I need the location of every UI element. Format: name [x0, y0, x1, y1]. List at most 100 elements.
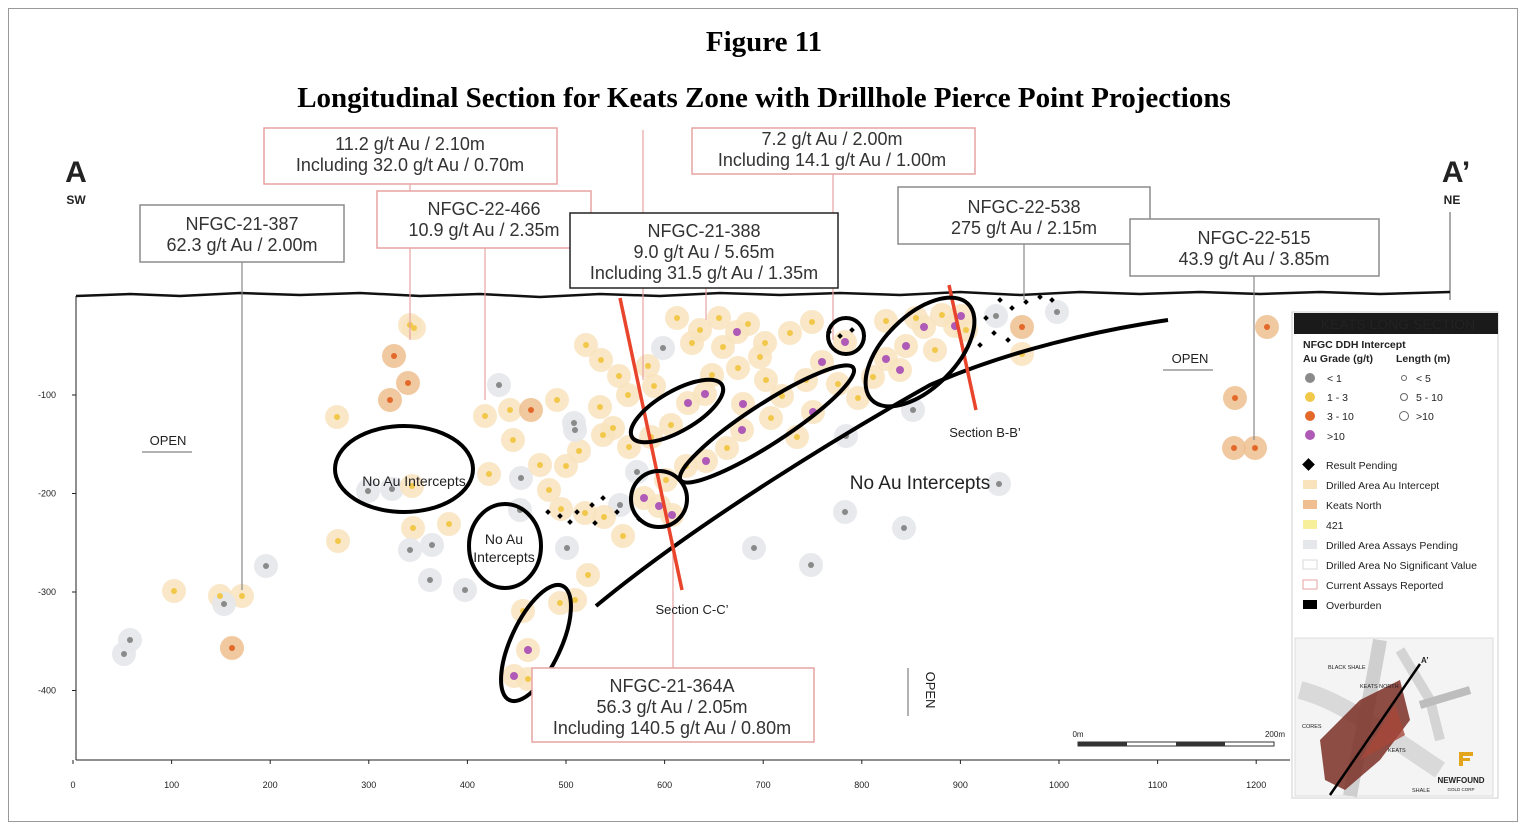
end-letter-left: A	[65, 156, 87, 189]
legend-fill-swatch	[1303, 540, 1317, 549]
y-tick-label: -200	[38, 489, 56, 499]
legend-subtitle: NFGC DDH Intercept	[1303, 339, 1406, 351]
pierce-point	[598, 357, 604, 363]
legend-grade-header: Au Grade (g/t)	[1303, 353, 1373, 365]
overburden-surface-line	[75, 290, 1451, 299]
pierce-point	[768, 415, 774, 421]
y-tick-label: -100	[38, 390, 56, 400]
pierce-point-halos	[112, 300, 1279, 691]
result-pending-marker	[545, 509, 551, 515]
pierce-point	[993, 313, 999, 319]
pierce-point	[668, 422, 674, 428]
callout-line: Including 14.1 g/t Au / 1.00m	[718, 150, 946, 170]
open-label-down: OPEN	[923, 672, 938, 709]
callout-line: 62.3 g/t Au / 2.00m	[166, 235, 317, 255]
pierce-point	[883, 318, 889, 324]
callout-box: NFGC-21-364A 56.3 g/t Au / 2.05m Includi…	[531, 667, 815, 743]
result-pending-marker	[991, 330, 997, 336]
result-pending-marker	[567, 519, 573, 525]
pierce-point	[724, 445, 730, 451]
pierce-point	[528, 407, 534, 413]
pierce-point	[597, 404, 603, 410]
callout-line: 275 g/t Au / 2.15m	[951, 218, 1097, 238]
pierce-point	[564, 545, 570, 551]
no-au-label-2a: No Au	[485, 531, 523, 547]
pierce-point	[221, 601, 227, 607]
pierce-point	[601, 514, 607, 520]
pierce-point	[957, 312, 965, 320]
legend-grade-label: 3 - 10	[1327, 411, 1354, 423]
pierce-point	[582, 510, 588, 516]
end-letter-right: A’	[1442, 156, 1470, 189]
pierce-point	[902, 342, 910, 350]
x-tick-label: 600	[657, 780, 672, 790]
pierce-point	[1054, 309, 1060, 315]
legend-grade-label: >10	[1327, 431, 1345, 443]
end-direction-left: SW	[66, 193, 86, 207]
figure-subtitle: Longitudinal Section for Keats Zone with…	[297, 82, 1231, 114]
legend-item-label: Drilled Area Assays Pending	[1326, 540, 1458, 552]
legend-grade-swatch	[1305, 392, 1315, 402]
pierce-point	[763, 377, 769, 383]
pierce-point	[410, 525, 416, 531]
pierce-point	[910, 407, 916, 413]
legend-grade-label: 1 - 3	[1327, 392, 1348, 404]
callout-line: 43.9 g/t Au / 3.85m	[1178, 249, 1329, 269]
logo-text: NEWFOUND	[1437, 776, 1484, 785]
pierce-point	[482, 413, 488, 419]
pierce-point	[701, 390, 709, 398]
pierce-point	[920, 323, 928, 331]
x-tick-label: 500	[558, 780, 573, 790]
no-au-ellipse-1	[333, 424, 475, 514]
pierce-point	[518, 475, 524, 481]
inset-label: CORES	[1302, 724, 1322, 730]
x-tick-label: 100	[164, 780, 179, 790]
pierce-point	[572, 597, 578, 603]
pierce-point	[939, 312, 945, 318]
x-tick-label: 700	[756, 780, 771, 790]
legend-length-label: 5 - 10	[1416, 392, 1443, 404]
legend-grade-swatch	[1305, 373, 1315, 383]
pierce-point	[697, 327, 703, 333]
callout-box: NFGC-22-515 43.9 g/t Au / 3.85m	[1129, 218, 1380, 277]
y-tick-group: -100 -200 -300 -400	[38, 390, 76, 696]
callout-line: 10.9 g/t Au / 2.35m	[408, 220, 559, 240]
pierce-point	[640, 494, 648, 502]
legend-outline-swatch	[1302, 579, 1318, 590]
pierce-point	[427, 577, 433, 583]
legend-fill-swatch	[1303, 500, 1317, 509]
pierce-point	[996, 481, 1002, 487]
callout-line: Including 31.5 g/t Au / 1.35m	[590, 263, 818, 283]
pierce-point	[645, 363, 651, 369]
legend-length-swatch	[1400, 393, 1408, 401]
result-pending-marker	[1049, 297, 1055, 303]
pierce-point	[870, 374, 876, 380]
legend-length-header: Length (m)	[1396, 353, 1450, 365]
shoot-ellipse-4	[677, 363, 857, 485]
pierce-point	[239, 593, 245, 599]
pierce-point	[1232, 395, 1238, 401]
open-label-left: OPEN	[150, 433, 187, 448]
callout-box: NFGC-21-387 62.3 g/t Au / 2.00m	[139, 204, 345, 263]
scale-bar: 0m 200m	[1072, 730, 1285, 747]
x-tick-label: 300	[361, 780, 376, 790]
callout-line: 11.2 g/t Au / 2.10m	[335, 134, 485, 154]
result-pending-marker	[997, 297, 1003, 303]
pierce-point	[496, 382, 502, 388]
pierce-point	[1252, 445, 1258, 451]
callout-box: NFGC-21-388 9.0 g/t Au / 5.65m Including…	[569, 212, 839, 289]
pierce-point	[809, 319, 815, 325]
pierce-point	[127, 637, 133, 643]
pierce-point	[411, 325, 417, 331]
section-cc-line	[618, 297, 684, 591]
x-tick-label: 900	[953, 780, 968, 790]
callout-leaders-grey	[241, 244, 1255, 590]
inset-label: SHALE	[1412, 788, 1430, 794]
pierce-point	[510, 672, 518, 680]
pierce-point	[407, 547, 413, 553]
pierce-point	[674, 315, 680, 321]
pierce-point	[391, 353, 397, 359]
legend-item-label: Current Assays Reported	[1326, 580, 1443, 592]
pierce-point	[855, 395, 861, 401]
pierce-point	[751, 545, 757, 551]
